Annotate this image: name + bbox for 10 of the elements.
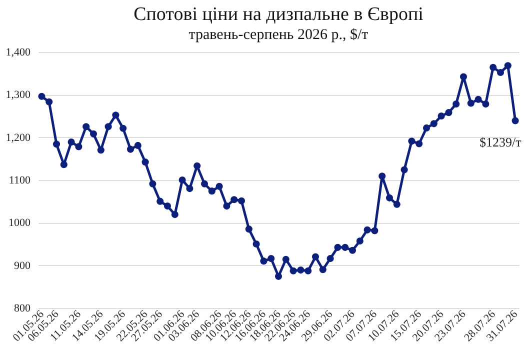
- chart-subtitle: травень-серпень 2026 р., $/т: [188, 27, 369, 43]
- y-tick-label: 1,400: [6, 46, 31, 58]
- y-tick-label: 1100: [8, 174, 31, 186]
- annotation: $1239/т: [480, 134, 522, 150]
- y-tick-label: 900: [14, 260, 31, 272]
- chart-title: Спотові ціни на дизпальне в Європі: [134, 4, 424, 25]
- y-tick-label: 1,300: [6, 89, 31, 102]
- y-tick-label: 800: [14, 302, 31, 314]
- y-tick-label: 1,200: [6, 132, 31, 144]
- y-tick-label: 1000: [8, 217, 31, 230]
